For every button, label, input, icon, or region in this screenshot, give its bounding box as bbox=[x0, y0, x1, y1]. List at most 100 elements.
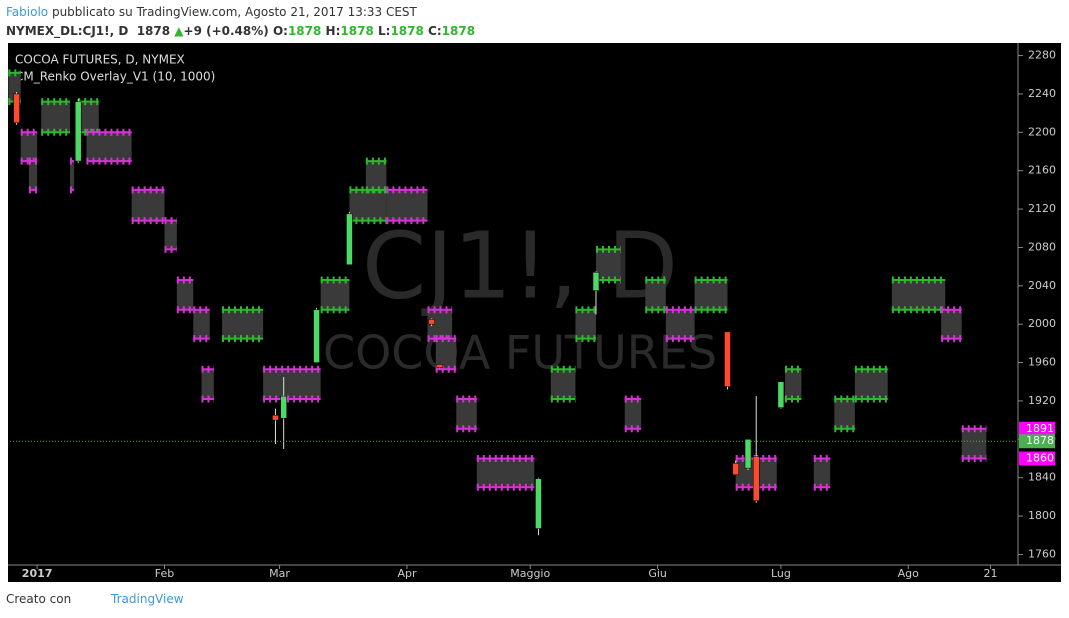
footer: Creato con TradingView bbox=[6, 592, 184, 606]
brick bbox=[941, 309, 962, 339]
brick bbox=[665, 309, 695, 339]
watermark: CJ1!, D COCOA FUTURES bbox=[323, 212, 717, 379]
brick bbox=[386, 189, 428, 221]
brick bbox=[785, 369, 802, 400]
candle-body bbox=[313, 309, 320, 363]
brick bbox=[645, 280, 666, 310]
brick bbox=[624, 399, 642, 429]
x-tick-label: Lug bbox=[771, 567, 791, 580]
brick bbox=[575, 309, 596, 339]
candle-body bbox=[280, 395, 287, 419]
brick bbox=[263, 369, 321, 400]
price-label-bg bbox=[1019, 434, 1055, 449]
y-tick-label: 1800 bbox=[1028, 509, 1056, 522]
ohlc-label: H: bbox=[325, 24, 341, 38]
x-tick-label: Giu bbox=[648, 567, 667, 580]
brick bbox=[891, 280, 946, 310]
ohlc-value: 1878 bbox=[340, 24, 374, 38]
x-tick-label: Mar bbox=[269, 567, 290, 580]
brick bbox=[756, 458, 777, 488]
watermark-name: COCOA FUTURES bbox=[323, 326, 717, 380]
y-tick-label: 2000 bbox=[1028, 317, 1056, 330]
brick bbox=[550, 369, 576, 400]
y-tick-label: 2040 bbox=[1028, 279, 1056, 292]
chart-title: COCOA FUTURES, D, NYMEX bbox=[15, 53, 185, 67]
candle-body bbox=[777, 381, 785, 408]
watermark-symbol: CJ1!, D bbox=[362, 212, 678, 319]
candle-body bbox=[592, 272, 600, 291]
y-tick-label: 1960 bbox=[1028, 356, 1056, 369]
y-tick-label: 1760 bbox=[1028, 547, 1056, 560]
indicator: CM_Renko Overlay_V1 (10, 1000) bbox=[15, 70, 215, 84]
ohlc: O:1878 H:1878 L:1878 C:1878 bbox=[273, 24, 475, 38]
brand[interactable]: TradingView bbox=[111, 592, 184, 606]
brick bbox=[193, 309, 210, 339]
x-tick-label: 2017 bbox=[22, 567, 53, 580]
ohlc-label: O: bbox=[272, 24, 288, 38]
candle-body bbox=[272, 415, 279, 421]
brick bbox=[222, 309, 264, 339]
header: Fabiolo pubblicato su TradingView.com, A… bbox=[6, 3, 475, 41]
published: pubblicato su TradingView.com, Agosto 21… bbox=[51, 5, 417, 19]
x-tick-label: Ago bbox=[898, 567, 920, 580]
quote-line: NYMEX_DL:CJ1!, D 1878 ▲+9 (+0.48%) O:187… bbox=[6, 22, 475, 41]
y-tick-label: 1840 bbox=[1028, 471, 1056, 484]
made-with: Creato con bbox=[6, 592, 72, 606]
change: +9 (+0.48%) bbox=[183, 24, 269, 38]
ohlc-value: 1878 bbox=[441, 24, 476, 38]
y-tick-label: 2160 bbox=[1028, 164, 1056, 177]
brick bbox=[365, 161, 387, 190]
candle-body bbox=[752, 456, 760, 501]
brick bbox=[435, 338, 457, 370]
x-tick-label: Feb bbox=[155, 567, 174, 580]
brick bbox=[69, 161, 75, 190]
brick bbox=[476, 458, 535, 488]
price-label-bg bbox=[1019, 451, 1055, 466]
brick bbox=[834, 399, 855, 429]
brick bbox=[28, 161, 38, 190]
price-label: 1878 bbox=[1026, 434, 1054, 447]
x-tick-label: 21 bbox=[983, 567, 997, 580]
brick bbox=[320, 280, 350, 310]
brick bbox=[349, 189, 387, 221]
candle-body bbox=[535, 478, 542, 529]
candle-body bbox=[13, 93, 20, 123]
ohlc-label: L: bbox=[377, 24, 391, 38]
brick bbox=[201, 369, 214, 400]
ohlc-value: 1878 bbox=[287, 24, 322, 38]
ohlc-label: C: bbox=[428, 24, 442, 38]
price-label: 1891 bbox=[1026, 422, 1054, 435]
candle-body bbox=[724, 331, 731, 387]
candle-body bbox=[346, 213, 353, 265]
y-tick-label: 2240 bbox=[1028, 87, 1056, 100]
candle-body bbox=[428, 319, 435, 325]
brick bbox=[176, 280, 194, 310]
candle-body bbox=[436, 364, 444, 368]
y-tick-label: 2120 bbox=[1028, 202, 1056, 215]
last: 1878 bbox=[136, 24, 171, 38]
x-tick-label: Apr bbox=[397, 567, 417, 580]
brick bbox=[86, 132, 132, 162]
arrow: ▲ bbox=[174, 24, 184, 38]
brick bbox=[41, 101, 70, 133]
brick bbox=[854, 369, 888, 400]
brick bbox=[961, 428, 987, 459]
author[interactable]: Fabiolo bbox=[6, 5, 49, 19]
brick bbox=[813, 458, 831, 488]
candle-body bbox=[74, 101, 82, 162]
y-tick-label: 2200 bbox=[1028, 125, 1056, 138]
y-tick-label: 2080 bbox=[1028, 240, 1056, 253]
brick bbox=[456, 399, 477, 429]
brick bbox=[164, 220, 177, 250]
ohlc-value: 1878 bbox=[390, 24, 424, 38]
symbol: NYMEX_DL:CJ1!, D bbox=[6, 24, 129, 38]
candle-body bbox=[732, 463, 739, 476]
price-label: 1860 bbox=[1026, 452, 1054, 465]
brick bbox=[694, 280, 728, 310]
brick bbox=[20, 132, 38, 162]
brick bbox=[78, 101, 99, 133]
x-tick-label: Maggio bbox=[510, 567, 550, 580]
price-label-bg bbox=[1019, 421, 1055, 436]
